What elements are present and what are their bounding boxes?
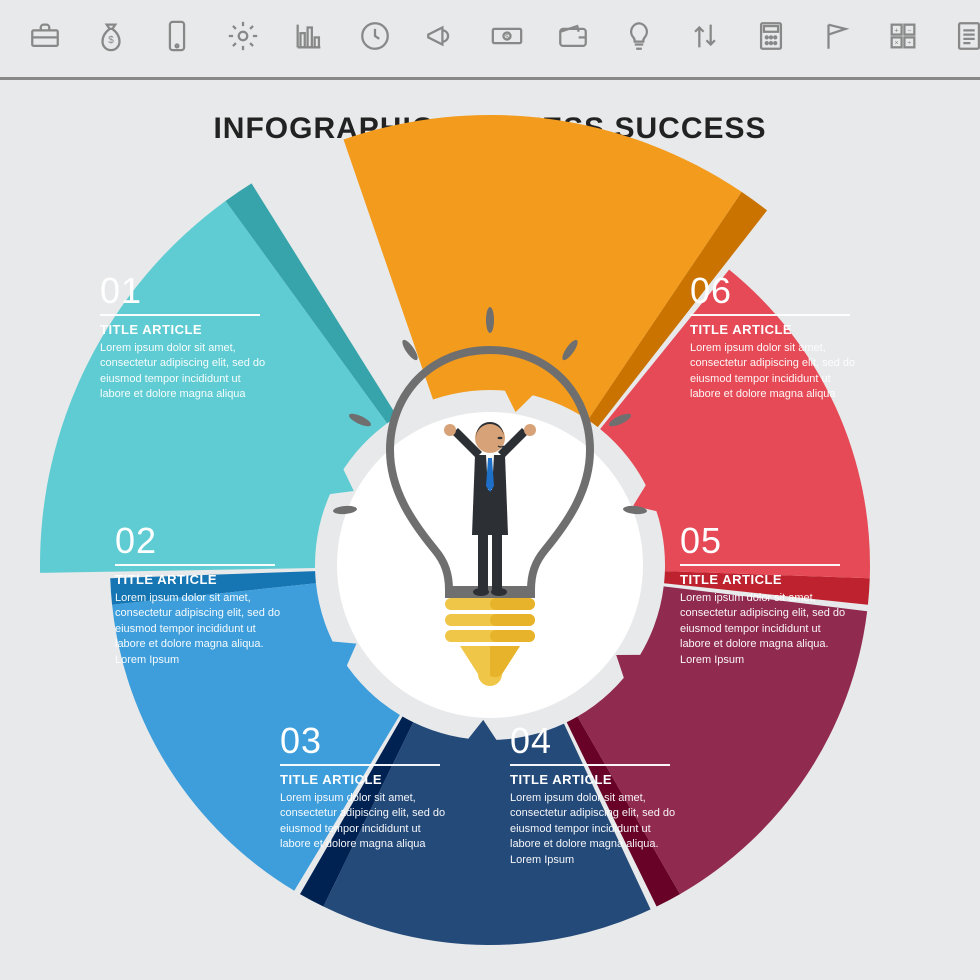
segment-number: 04 bbox=[510, 720, 710, 762]
segment-label: TITLE ARTICLE bbox=[115, 572, 315, 587]
segment-body: Lorem ipsum dolor sit amet, consectetur … bbox=[280, 791, 450, 853]
segment-wheel bbox=[0, 0, 980, 980]
segment-text-01: 01 TITLE ARTICLE Lorem ipsum dolor sit a… bbox=[100, 270, 300, 403]
segment-label: TITLE ARTICLE bbox=[100, 322, 300, 337]
segment-number: 06 bbox=[690, 270, 890, 312]
segment-body: Lorem ipsum dolor sit amet, consectetur … bbox=[510, 791, 680, 868]
segment-label: TITLE ARTICLE bbox=[510, 772, 710, 787]
segment-label: TITLE ARTICLE bbox=[680, 572, 880, 587]
segment-text-06: 06 TITLE ARTICLE Lorem ipsum dolor sit a… bbox=[690, 270, 890, 403]
segment-label: TITLE ARTICLE bbox=[280, 772, 480, 787]
segment-number: 03 bbox=[280, 720, 480, 762]
segment-number: 01 bbox=[100, 270, 300, 312]
segment-text-04: 04 TITLE ARTICLE Lorem ipsum dolor sit a… bbox=[510, 720, 710, 868]
segment-number: 05 bbox=[680, 520, 880, 562]
segment-label: TITLE ARTICLE bbox=[690, 322, 890, 337]
segment-text-03: 03 TITLE ARTICLE Lorem ipsum dolor sit a… bbox=[280, 720, 480, 853]
segment-body: Lorem ipsum dolor sit amet, consectetur … bbox=[680, 591, 850, 668]
segment-number: 02 bbox=[115, 520, 315, 562]
segment-text-05: 05 TITLE ARTICLE Lorem ipsum dolor sit a… bbox=[680, 520, 880, 668]
segment-text-02: 02 TITLE ARTICLE Lorem ipsum dolor sit a… bbox=[115, 520, 315, 668]
segment-body: Lorem ipsum dolor sit amet, consectetur … bbox=[690, 341, 860, 403]
segment-body: Lorem ipsum dolor sit amet, consectetur … bbox=[100, 341, 270, 403]
segment-body: Lorem ipsum dolor sit amet, consectetur … bbox=[115, 591, 285, 668]
